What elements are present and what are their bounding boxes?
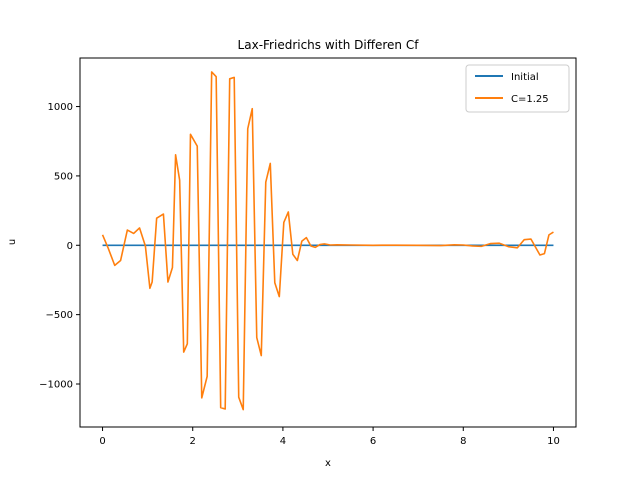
y-tick-label: −1000 (39, 379, 73, 390)
x-tick-label: 10 (547, 436, 560, 447)
legend-label-initial: Initial (511, 72, 539, 83)
y-axis-label: u (7, 239, 18, 245)
x-tick-label: 8 (460, 436, 466, 447)
x-tick-label: 6 (370, 436, 376, 447)
legend-label-c125: C=1.25 (511, 94, 549, 105)
x-tick-label: 4 (280, 436, 286, 447)
y-tick-label: 0 (67, 241, 73, 252)
y-tick-label: −500 (46, 310, 73, 321)
x-axis-ticks: 0 2 4 6 8 10 (99, 427, 560, 447)
series-line-c125 (101, 71, 554, 411)
series-layer (101, 71, 554, 411)
plot-frame (79, 57, 577, 428)
legend: Initial C=1.25 (465, 64, 570, 113)
x-axis-label: x (325, 458, 331, 469)
y-tick-label: 500 (54, 171, 73, 182)
chart-title: Lax-Friedrichs with Differen Cf (238, 38, 420, 52)
y-axis-ticks: −1000 −500 0 500 1000 (39, 102, 80, 390)
x-tick-label: 2 (190, 436, 196, 447)
x-tick-label: 0 (99, 436, 105, 447)
y-tick-label: 1000 (48, 102, 73, 113)
